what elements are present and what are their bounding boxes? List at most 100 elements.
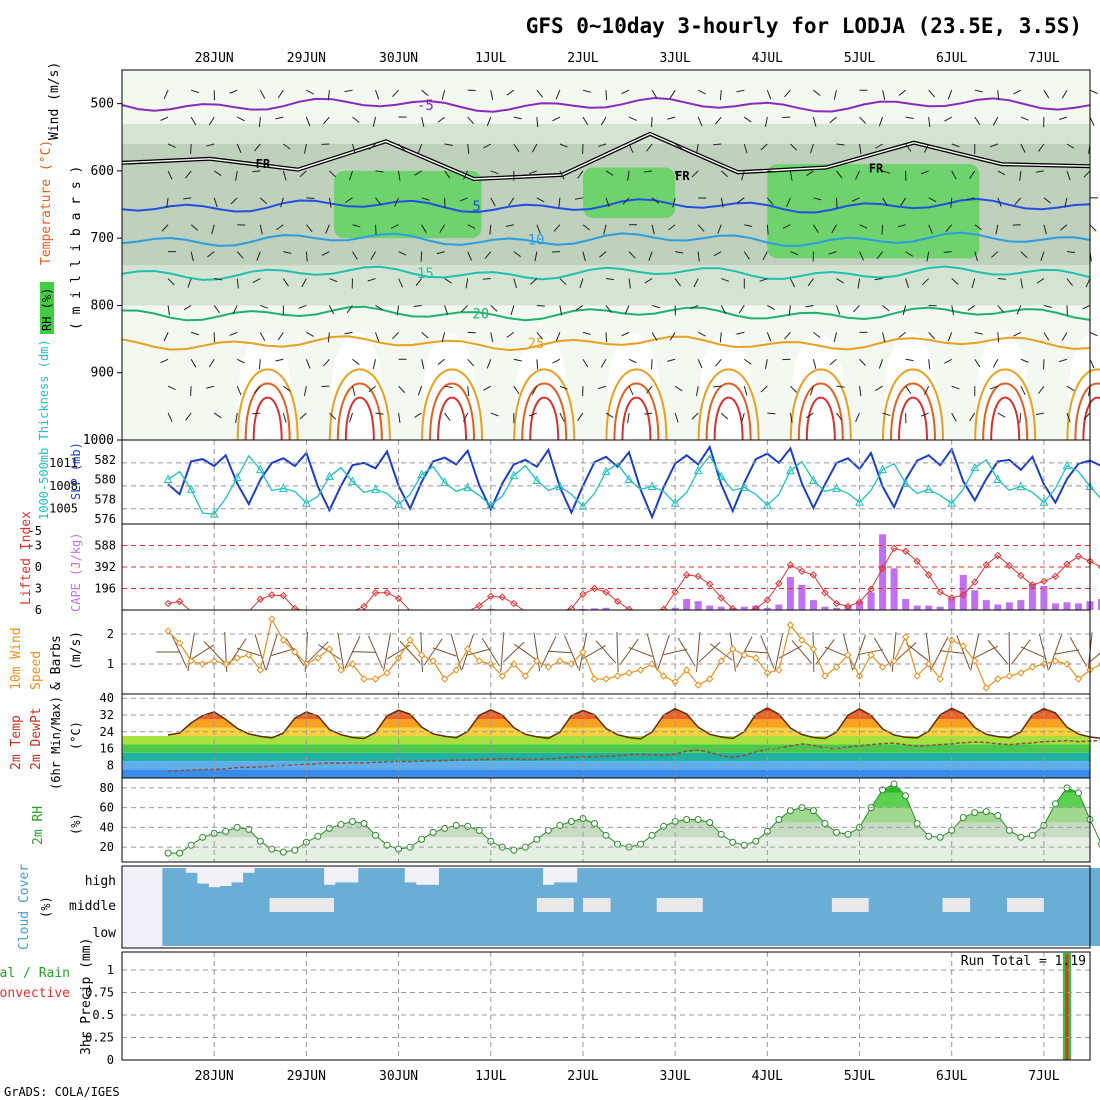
cloud-cell	[807, 868, 820, 892]
wind-barb	[944, 116, 952, 122]
thickness-marker	[716, 471, 726, 481]
wind-barb	[421, 89, 429, 97]
wind-barb	[213, 412, 222, 419]
rh-marker	[683, 816, 691, 824]
cloud-cell	[185, 872, 198, 892]
wind-speed-marker	[913, 672, 921, 680]
wind-barb	[367, 278, 376, 282]
wind-barb	[713, 385, 722, 388]
wind-barb	[668, 224, 676, 231]
cape-bar	[1063, 602, 1071, 610]
cloud-cell	[819, 868, 832, 892]
cloud-cell	[1072, 868, 1085, 892]
cloud-cell	[404, 882, 417, 892]
wind-barb-10m	[619, 638, 639, 666]
wind-barb-10m	[187, 632, 195, 672]
wind-barb-10m	[774, 632, 784, 672]
rh-marker	[429, 828, 437, 836]
lifted-index-marker	[821, 589, 829, 597]
wind-speed-marker	[256, 666, 264, 674]
wind-barb	[790, 251, 799, 256]
wind-barb	[997, 278, 1006, 280]
wind-barb	[1035, 170, 1044, 173]
cape-bar	[994, 604, 1002, 610]
wind-barb	[252, 278, 261, 284]
wind-barb	[997, 412, 1006, 418]
wind-barb-10m	[423, 638, 443, 666]
wind-barb	[552, 358, 561, 364]
cloud-cell	[254, 892, 267, 918]
wind-barb	[605, 90, 608, 101]
wind-speed-marker	[245, 651, 253, 659]
wind-barb	[441, 90, 446, 100]
temp-tick-label: 40	[100, 691, 114, 705]
wind-barb	[482, 278, 491, 280]
rh-marker	[176, 849, 184, 857]
wind-barb	[693, 278, 699, 288]
wind-barb	[467, 358, 475, 367]
wind-barb	[1035, 412, 1044, 415]
wind-barb	[252, 170, 261, 173]
isotherm-label: -5	[417, 98, 434, 114]
thickness-marker	[348, 476, 357, 486]
cloud-cell	[369, 918, 382, 946]
cloud-cell	[231, 892, 244, 918]
rh-marker	[256, 837, 264, 845]
rh-tick-label: 80	[100, 781, 114, 795]
cloud-cell	[254, 868, 267, 892]
cloud-cell	[485, 868, 497, 892]
cloud-cell	[1095, 918, 1100, 946]
rh-marker	[1028, 831, 1036, 839]
wind-barb	[1085, 278, 1091, 288]
wind-barb-10m	[743, 650, 768, 654]
wind-barb-10m	[540, 636, 557, 668]
wind-barb-10m	[1069, 637, 1088, 667]
precip-tick-label: 0.5	[92, 1008, 114, 1022]
dewpoint-line	[168, 739, 1100, 773]
wind-barb	[190, 359, 197, 368]
thickness-marker	[209, 508, 219, 518]
wind-barb	[809, 143, 814, 154]
cloud-cell	[819, 918, 832, 946]
wind-barb	[190, 386, 192, 397]
wind-speed-marker	[613, 672, 622, 680]
wind-barb	[1020, 116, 1029, 121]
cape-bar	[752, 605, 760, 610]
wind-barb	[605, 412, 614, 418]
rh-marker	[441, 824, 449, 832]
legend-rh-swatch	[40, 282, 54, 334]
rh-marker	[325, 824, 333, 832]
lifted-index-marker	[924, 571, 933, 579]
cloud-cell	[381, 868, 394, 892]
cloud-cell	[911, 892, 924, 918]
surface-isotherm-loop	[344, 396, 375, 441]
temp-axis-title-4: (°C)	[69, 721, 83, 750]
cloud-cell	[438, 918, 451, 946]
wind-barb	[167, 278, 175, 286]
wind-barb-10m	[824, 646, 849, 658]
cloud-cell	[773, 918, 786, 946]
wind-speed-marker	[994, 675, 1002, 683]
thickness-marker	[786, 465, 795, 475]
cloud-cell	[980, 892, 993, 918]
cloud-cell	[796, 918, 809, 946]
wind-speed-marker	[636, 666, 645, 674]
wind-barb	[951, 170, 957, 180]
wind-speed-marker	[1051, 657, 1060, 665]
cloud-cell	[992, 868, 1005, 892]
wind-barb	[831, 224, 837, 234]
surface-isotherm-loop	[621, 396, 652, 441]
wind-barb	[1043, 89, 1050, 99]
cloud-cell	[1095, 868, 1100, 892]
wind-barb	[898, 89, 906, 96]
wind-speed-marker	[844, 651, 852, 659]
wind-barb	[582, 116, 589, 126]
cape-bar	[1005, 602, 1013, 610]
rh-marker	[660, 822, 668, 830]
wind-barb	[721, 278, 730, 282]
wind-barb	[836, 412, 843, 421]
wind-barb	[513, 385, 520, 395]
wind-barb	[882, 412, 891, 416]
bottom-date-label: 5JUL	[844, 1069, 875, 1084]
wind-barb	[628, 116, 637, 121]
